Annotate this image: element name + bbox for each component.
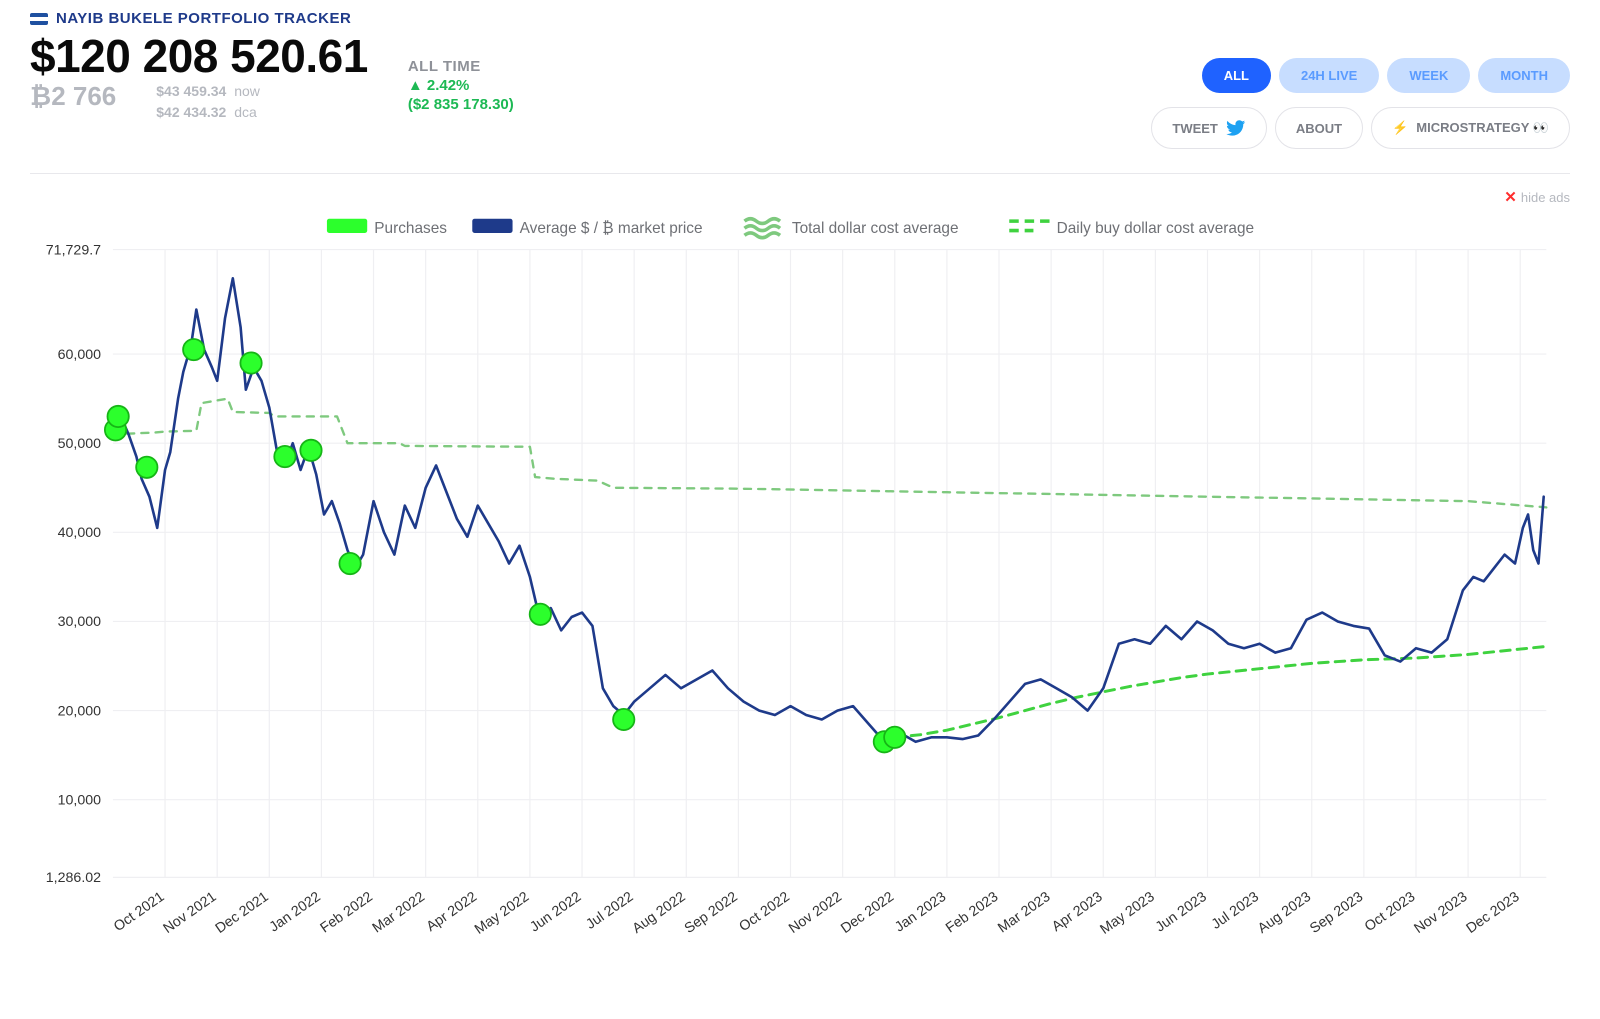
svg-text:Jun 2022: Jun 2022 [527, 889, 584, 936]
svg-text:71,729.7: 71,729.7 [46, 242, 101, 258]
change-pct: ▲ 2.42% [408, 77, 514, 94]
chart: 1,286.02 10,000 20,000 30,000 40,000 50,000 60… [30, 214, 1570, 948]
time-pill-24h-live[interactable]: 24H LIVE [1279, 58, 1379, 93]
time-pill-week[interactable]: WEEK [1387, 58, 1470, 93]
tweet-label: TWEET [1172, 121, 1218, 136]
prices: $43 459.34 now $42 434.32 dca [156, 81, 260, 123]
svg-text:Mar 2022: Mar 2022 [370, 889, 428, 937]
svg-text:1,286.02: 1,286.02 [46, 870, 101, 886]
svg-text:Daily buy dollar cost average: Daily buy dollar cost average [1057, 220, 1254, 237]
svg-text:Aug 2023: Aug 2023 [1255, 889, 1314, 937]
svg-text:May 2023: May 2023 [1097, 889, 1157, 938]
time-pill-month[interactable]: MONTH [1478, 58, 1570, 93]
svg-text:50,000: 50,000 [58, 436, 102, 452]
range-label: ALL TIME [408, 58, 514, 75]
svg-text:Purchases: Purchases [374, 220, 447, 237]
svg-text:60,000: 60,000 [58, 347, 102, 363]
svg-text:May 2022: May 2022 [472, 889, 532, 938]
svg-text:10,000: 10,000 [58, 792, 102, 808]
microstrategy-button[interactable]: ⚡ MICROSTRATEGY 👀 [1371, 107, 1570, 149]
about-label: ABOUT [1296, 121, 1342, 136]
microstrategy-label: MICROSTRATEGY 👀 [1416, 120, 1549, 136]
price-dca-tag: dca [234, 104, 257, 120]
time-range-pills: ALL24H LIVEWEEKMONTH [1151, 58, 1570, 93]
svg-text:30,000: 30,000 [58, 614, 102, 630]
price-dca: $42 434.32 [156, 104, 226, 120]
svg-text:Mar 2023: Mar 2023 [995, 889, 1053, 937]
svg-text:Aug 2022: Aug 2022 [630, 889, 689, 937]
svg-text:Jun 2023: Jun 2023 [1153, 889, 1210, 936]
site-title: NAYIB BUKELE PORTFOLIO TRACKER [56, 10, 351, 27]
chart-svg: 1,286.02 10,000 20,000 30,000 40,000 50,000 60… [30, 214, 1570, 948]
header-right: ALL24H LIVEWEEKMONTH TWEET ABOUT ⚡ MICRO… [1151, 10, 1570, 149]
price-now: $43 459.34 [156, 83, 226, 99]
svg-text:Apr 2023: Apr 2023 [1049, 889, 1105, 935]
price-now-tag: now [234, 83, 260, 99]
svg-text:20,000: 20,000 [58, 703, 102, 719]
header-left: NAYIB BUKELE PORTFOLIO TRACKER $120 208 … [30, 10, 368, 123]
portfolio-usd: $120 208 520.61 [30, 29, 368, 83]
svg-text:Jul 2022: Jul 2022 [583, 889, 636, 933]
svg-text:Dec 2021: Dec 2021 [213, 889, 272, 937]
svg-text:Jul 2023: Jul 2023 [1209, 889, 1262, 933]
svg-text:Feb 2023: Feb 2023 [943, 889, 1001, 937]
svg-text:Apr 2022: Apr 2022 [424, 889, 480, 935]
hide-ads[interactable]: ✕ hide ads [30, 188, 1570, 206]
tweet-button[interactable]: TWEET [1151, 107, 1267, 149]
action-chips: TWEET ABOUT ⚡ MICROSTRATEGY 👀 [1151, 107, 1570, 149]
svg-text:Jan 2023: Jan 2023 [892, 889, 949, 936]
svg-text:Dec 2022: Dec 2022 [838, 889, 897, 937]
btc-amount: ₿2 766 [30, 81, 116, 112]
svg-text:Dec 2023: Dec 2023 [1464, 889, 1523, 937]
svg-text:Oct 2022: Oct 2022 [736, 889, 792, 935]
flag-icon [30, 13, 48, 25]
bolt-icon: ⚡ [1392, 120, 1408, 136]
header-mid: ALL TIME ▲ 2.42% ($2 835 178.30) [408, 10, 514, 113]
svg-text:Average $ / ₿ market price: Average $ / ₿ market price [520, 220, 703, 237]
about-button[interactable]: ABOUT [1275, 107, 1363, 149]
svg-text:Total dollar cost average: Total dollar cost average [792, 220, 959, 237]
svg-text:Feb 2022: Feb 2022 [317, 889, 375, 937]
svg-text:Nov 2022: Nov 2022 [786, 889, 845, 937]
hide-ads-label: hide ads [1521, 190, 1570, 205]
svg-text:Nov 2021: Nov 2021 [160, 889, 219, 937]
svg-text:Sep 2023: Sep 2023 [1307, 889, 1366, 937]
header: NAYIB BUKELE PORTFOLIO TRACKER $120 208 … [30, 10, 1570, 174]
svg-text:Oct 2021: Oct 2021 [111, 889, 167, 935]
svg-text:Oct 2023: Oct 2023 [1362, 889, 1418, 935]
svg-text:40,000: 40,000 [58, 525, 102, 541]
svg-text:Jan 2022: Jan 2022 [267, 889, 324, 936]
close-icon: ✕ [1504, 189, 1517, 206]
change-abs: ($2 835 178.30) [408, 96, 514, 113]
time-pill-all[interactable]: ALL [1202, 58, 1271, 93]
svg-text:Sep 2022: Sep 2022 [682, 889, 741, 937]
svg-text:Nov 2023: Nov 2023 [1411, 889, 1470, 937]
twitter-icon [1226, 118, 1246, 138]
